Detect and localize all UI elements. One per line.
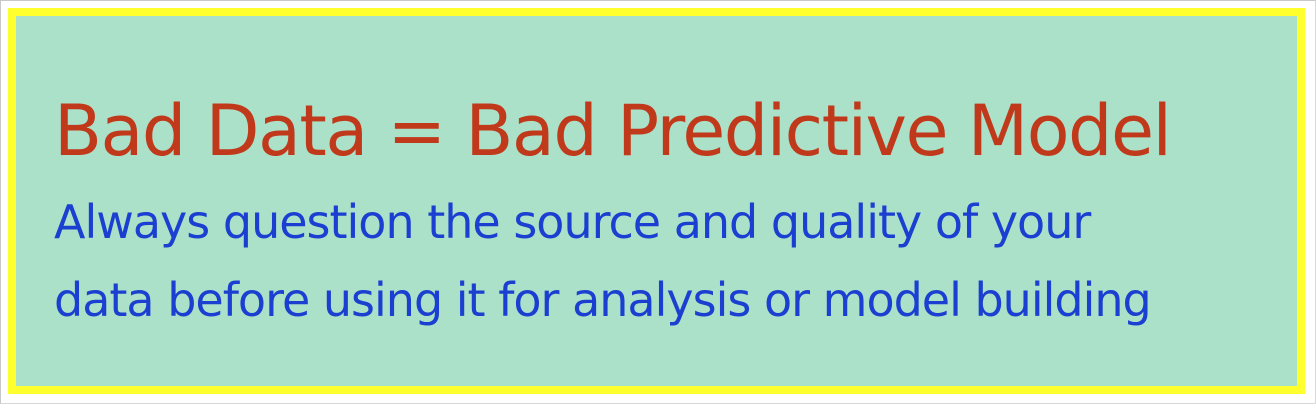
message-card: Bad Data = Bad Predictive Model Always q… — [8, 8, 1305, 394]
headline: Bad Data = Bad Predictive Model — [54, 90, 1172, 172]
subtext-line-1: Always question the source and quality o… — [54, 195, 1091, 249]
subtext-line-2: data before using it for analysis or mod… — [54, 273, 1152, 327]
